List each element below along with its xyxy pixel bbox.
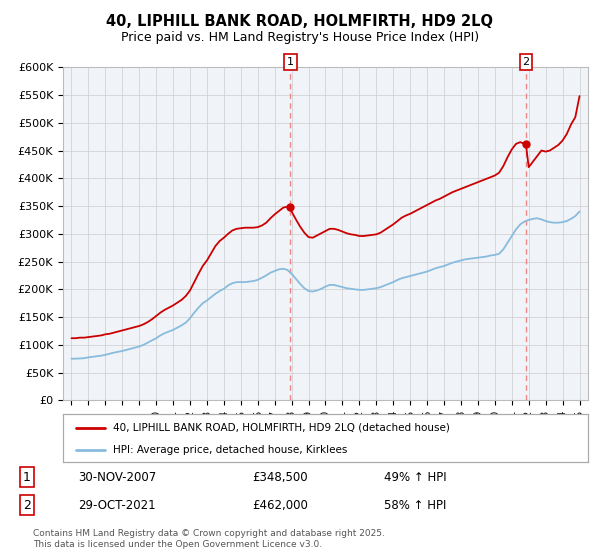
Text: 29-OCT-2021: 29-OCT-2021 — [78, 498, 155, 512]
Text: 1: 1 — [287, 57, 294, 67]
Text: £348,500: £348,500 — [252, 470, 308, 484]
Text: Price paid vs. HM Land Registry's House Price Index (HPI): Price paid vs. HM Land Registry's House … — [121, 31, 479, 44]
Text: 40, LIPHILL BANK ROAD, HOLMFIRTH, HD9 2LQ: 40, LIPHILL BANK ROAD, HOLMFIRTH, HD9 2L… — [107, 14, 493, 29]
Text: 58% ↑ HPI: 58% ↑ HPI — [384, 498, 446, 512]
Text: 2: 2 — [23, 498, 31, 512]
Text: 40, LIPHILL BANK ROAD, HOLMFIRTH, HD9 2LQ (detached house): 40, LIPHILL BANK ROAD, HOLMFIRTH, HD9 2L… — [113, 423, 450, 433]
Text: HPI: Average price, detached house, Kirklees: HPI: Average price, detached house, Kirk… — [113, 445, 347, 455]
Text: £462,000: £462,000 — [252, 498, 308, 512]
Text: 49% ↑ HPI: 49% ↑ HPI — [384, 470, 446, 484]
Text: 2: 2 — [522, 57, 529, 67]
Text: Contains HM Land Registry data © Crown copyright and database right 2025.
This d: Contains HM Land Registry data © Crown c… — [33, 529, 385, 549]
Text: 1: 1 — [23, 470, 31, 484]
Text: 30-NOV-2007: 30-NOV-2007 — [78, 470, 156, 484]
